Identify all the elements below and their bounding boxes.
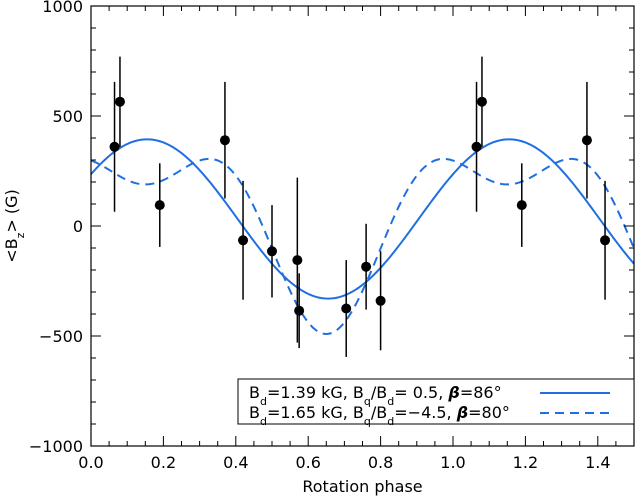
y-axis-label: <Bz> (G) xyxy=(2,189,27,263)
data-point xyxy=(476,96,487,107)
y-tick-labels: −1000 −500 0 500 1000 xyxy=(29,0,83,456)
legend-text-part: B xyxy=(249,383,260,402)
x-tick-label: 0.6 xyxy=(295,453,320,472)
data-point xyxy=(154,200,165,211)
legend-subscript: q xyxy=(364,395,371,408)
legend-text-part: /B xyxy=(371,403,387,422)
x-tick-label: 1.4 xyxy=(585,453,610,472)
x-axis-label: Rotation phase xyxy=(302,477,422,496)
data-point xyxy=(114,96,125,107)
legend: Bd=1.39 kG, Bq/Bd= 0.5, β=86°Bd=1.65 kG,… xyxy=(237,378,635,428)
data-point xyxy=(516,200,527,211)
legend-subscript: d xyxy=(260,415,267,428)
data-point xyxy=(219,135,230,146)
x-tick-label: 0.2 xyxy=(151,453,176,472)
model-curves xyxy=(90,138,635,336)
data-point xyxy=(238,235,249,246)
legend-label: Bd=1.65 kG, Bq/Bd=−4.5, β=80° xyxy=(249,403,510,428)
x-tick-label: 0.0 xyxy=(78,453,103,472)
y-tick-label: 1000 xyxy=(42,0,83,16)
x-tick-label: 1.2 xyxy=(513,453,538,472)
y-tick-label: −500 xyxy=(39,327,83,346)
legend-text-part: β xyxy=(447,383,459,402)
legend-text-part: = 0.5, xyxy=(394,383,448,402)
y-axis-label-subscript: z xyxy=(14,232,27,238)
x-tick-label: 0.4 xyxy=(223,453,248,472)
axis-ticks xyxy=(90,5,635,447)
data-point xyxy=(600,235,611,246)
x-tick-label: 0.8 xyxy=(368,453,393,472)
legend-text-part: /B xyxy=(371,383,387,402)
y-tick-label: 0 xyxy=(73,217,83,236)
legend-box xyxy=(237,378,635,425)
y-tick-label: −1000 xyxy=(29,437,83,456)
legend-text-part: β xyxy=(456,403,468,422)
data-points xyxy=(109,96,611,316)
legend-subscript: d xyxy=(260,395,267,408)
legend-subscript: q xyxy=(364,415,371,428)
data-point xyxy=(267,246,277,257)
data-point xyxy=(375,295,386,306)
legend-subscript: d xyxy=(387,395,394,408)
data-point xyxy=(581,135,592,146)
legend-text-part: =80° xyxy=(468,403,510,422)
legend-text-part: =1.65 kG, B xyxy=(267,403,364,422)
data-point xyxy=(292,255,303,266)
error-bars xyxy=(113,56,606,357)
legend-subscript: d xyxy=(387,415,394,428)
data-point xyxy=(471,141,482,152)
y-axis-label-unit: > (G) xyxy=(2,189,21,232)
y-tick-label: 500 xyxy=(52,107,83,126)
legend-text-part: =1.39 kG, B xyxy=(267,383,364,402)
legend-text-part: B xyxy=(249,403,260,422)
legend-text-part: =−4.5, xyxy=(394,403,456,422)
legend-label: Bd=1.39 kG, Bq/Bd= 0.5, β=86° xyxy=(249,383,502,408)
data-point xyxy=(109,141,120,152)
model-curve-solid xyxy=(90,138,635,300)
model-curve-dashed xyxy=(90,157,635,336)
data-point xyxy=(341,303,352,314)
x-tick-labels: 0.0 0.2 0.4 0.6 0.8 1.0 1.2 1.4 xyxy=(78,453,610,472)
legend-text-part: =86° xyxy=(460,383,502,402)
x-tick-label: 1.0 xyxy=(440,453,465,472)
y-axis-label-main: <B xyxy=(2,238,21,262)
data-point xyxy=(361,261,372,272)
data-point xyxy=(294,305,305,316)
